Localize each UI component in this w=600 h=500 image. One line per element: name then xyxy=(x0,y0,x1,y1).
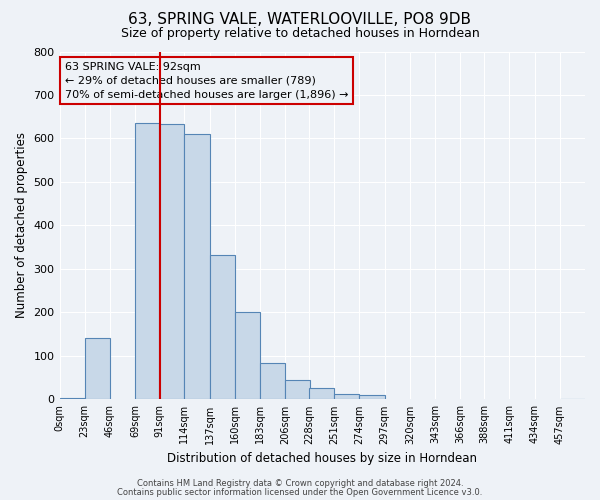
Bar xyxy=(235,312,260,400)
Bar xyxy=(85,338,110,400)
Bar xyxy=(209,255,235,400)
Y-axis label: Number of detached properties: Number of detached properties xyxy=(15,132,28,318)
Bar xyxy=(135,124,160,400)
X-axis label: Distribution of detached houses by size in Horndean: Distribution of detached houses by size … xyxy=(167,452,477,465)
Bar xyxy=(285,380,310,400)
Text: Contains public sector information licensed under the Open Government Licence v3: Contains public sector information licen… xyxy=(118,488,482,497)
Bar xyxy=(260,363,285,400)
Text: 63, SPRING VALE, WATERLOOVILLE, PO8 9DB: 63, SPRING VALE, WATERLOOVILLE, PO8 9DB xyxy=(128,12,472,28)
Text: Contains HM Land Registry data © Crown copyright and database right 2024.: Contains HM Land Registry data © Crown c… xyxy=(137,479,463,488)
Bar xyxy=(59,398,85,400)
Bar xyxy=(184,134,209,400)
Text: Size of property relative to detached houses in Horndean: Size of property relative to detached ho… xyxy=(121,28,479,40)
Text: 63 SPRING VALE: 92sqm
← 29% of detached houses are smaller (789)
70% of semi-det: 63 SPRING VALE: 92sqm ← 29% of detached … xyxy=(65,62,348,100)
Bar xyxy=(359,394,385,400)
Bar xyxy=(309,388,334,400)
Bar xyxy=(159,124,184,400)
Bar xyxy=(334,394,359,400)
Bar xyxy=(560,398,585,400)
